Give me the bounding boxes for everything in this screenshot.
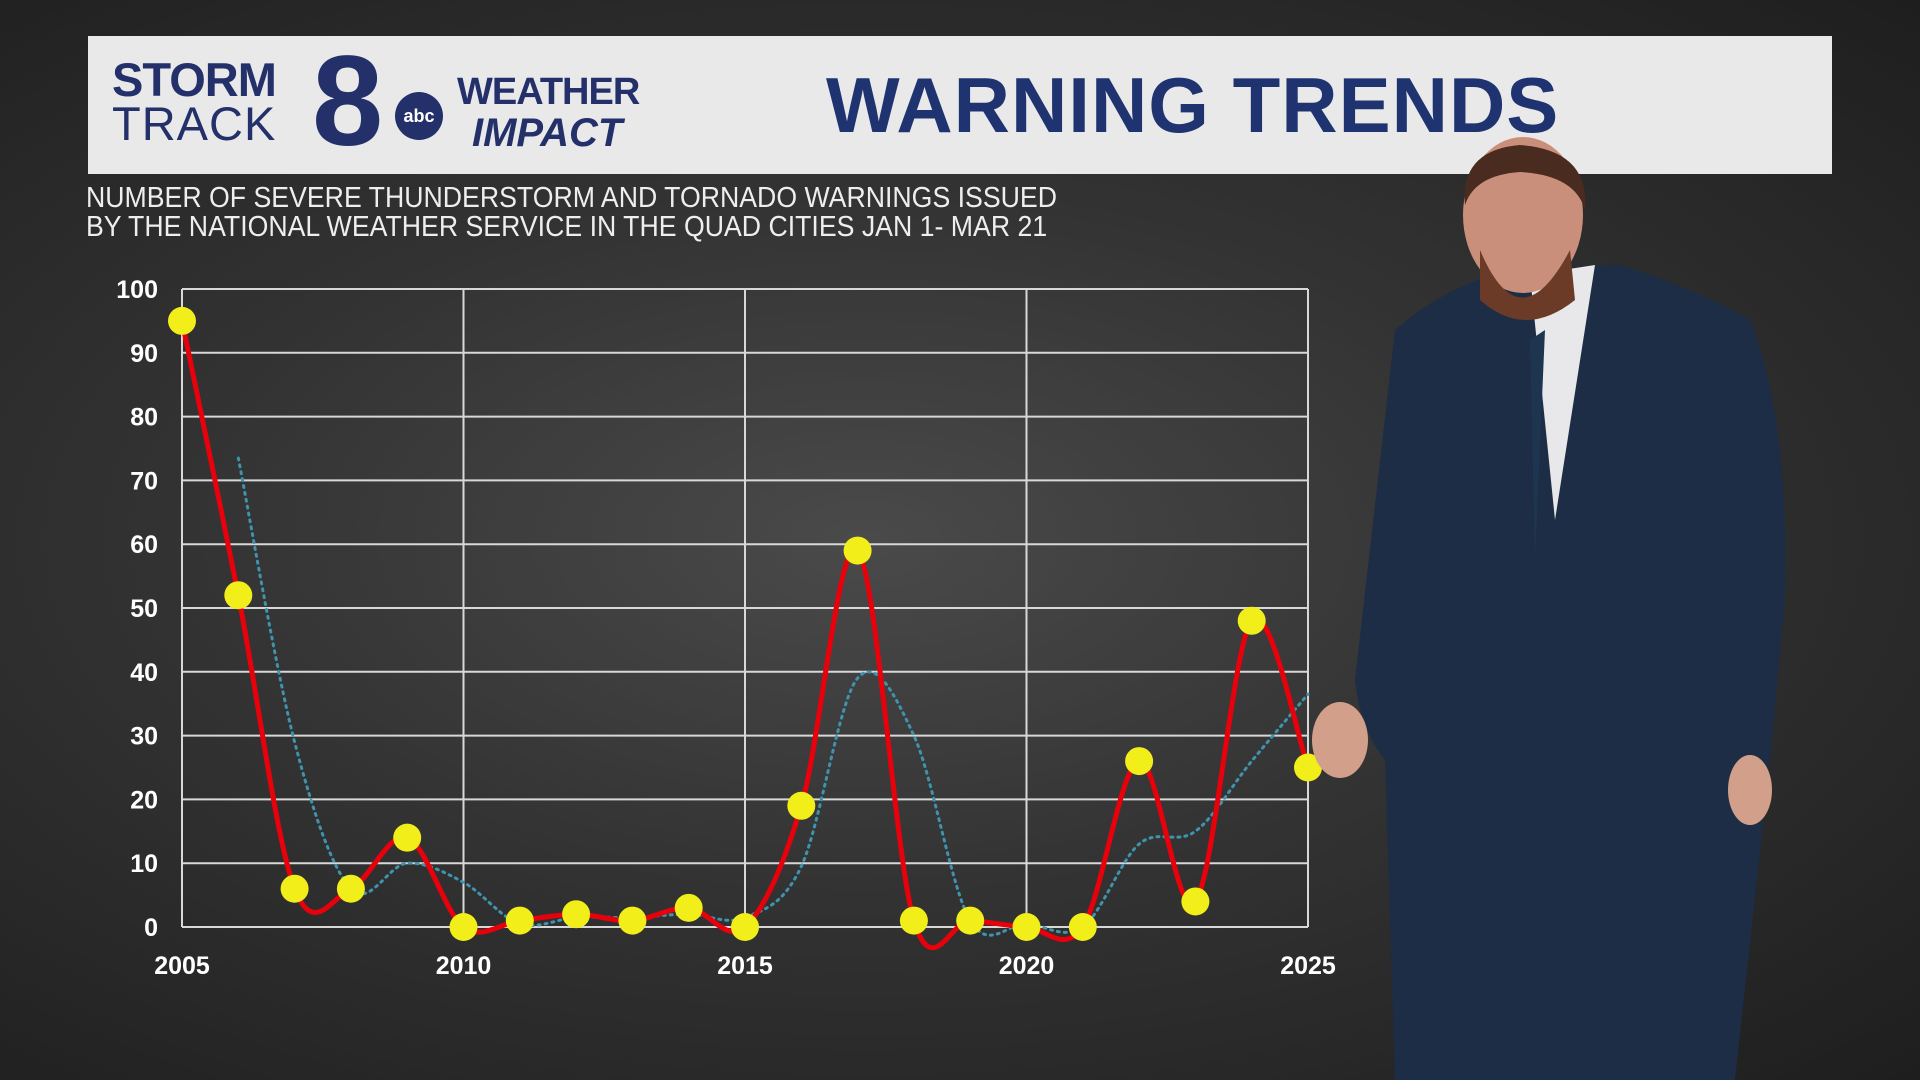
data-point xyxy=(731,913,759,941)
y-tick-label: 80 xyxy=(130,404,158,432)
data-point xyxy=(1012,913,1041,941)
y-tick-label: 90 xyxy=(130,340,158,368)
data-point xyxy=(393,823,422,852)
abc-logo: abc xyxy=(395,92,443,140)
logo-eight: 8 xyxy=(312,30,384,173)
x-tick-label: 2020 xyxy=(999,952,1055,980)
y-tick-label: 70 xyxy=(130,467,158,495)
data-point xyxy=(562,900,591,929)
data-point xyxy=(449,913,478,941)
y-tick-label: 50 xyxy=(130,595,158,623)
presenter xyxy=(1312,137,1786,1080)
data-point xyxy=(674,893,703,922)
header-banner: STORM TRACK 8 abc WEATHER IMPACT WARNING… xyxy=(88,36,1832,174)
page-title: WARNING TRENDS xyxy=(826,61,1560,149)
x-tick-label: 2025 xyxy=(1280,952,1336,980)
data-point xyxy=(336,874,365,903)
data-point xyxy=(1181,887,1210,916)
data-point xyxy=(787,791,816,820)
trend-line xyxy=(236,456,1310,937)
y-tick-label: 0 xyxy=(144,914,158,942)
x-tick-label: 2010 xyxy=(436,952,492,980)
data-point xyxy=(505,906,534,935)
subtitle-line-2: BY THE NATIONAL WEATHER SERVICE IN THE Q… xyxy=(86,211,1048,243)
subtitle-line-1: NUMBER OF SEVERE THUNDERSTORM AND TORNAD… xyxy=(86,182,1057,214)
logo-impact: IMPACT xyxy=(472,111,623,155)
x-tick-label: 2015 xyxy=(717,952,773,980)
y-tick-label: 30 xyxy=(130,723,158,751)
x-tick-label: 2005 xyxy=(154,952,210,980)
data-point xyxy=(618,906,647,935)
y-tick-label: 40 xyxy=(130,659,158,687)
data-point xyxy=(1237,606,1266,635)
y-tick-label: 100 xyxy=(116,276,158,304)
y-tick-label: 60 xyxy=(130,531,158,559)
logo-storm: STORM xyxy=(112,53,277,106)
y-tick-label: 20 xyxy=(130,786,158,814)
data-point xyxy=(956,906,985,935)
data-point xyxy=(1068,913,1097,941)
y-tick-label: 10 xyxy=(130,850,158,878)
data-point xyxy=(1294,753,1322,782)
data-point xyxy=(224,581,253,610)
data-point xyxy=(899,906,928,935)
data-point xyxy=(280,874,309,903)
data-point xyxy=(843,536,872,565)
logo-weather: WEATHER xyxy=(457,71,640,113)
data-point xyxy=(1125,747,1154,776)
data-point xyxy=(168,306,196,335)
logo-track: TRACK xyxy=(112,97,277,150)
